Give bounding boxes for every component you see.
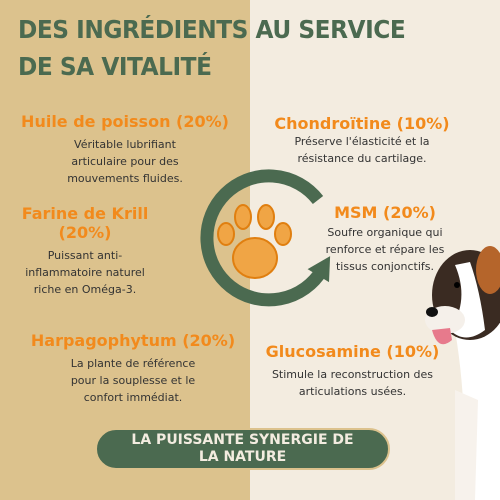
dog-ear xyxy=(476,246,500,294)
dog-tongue xyxy=(432,328,452,345)
dog-eye xyxy=(454,282,460,288)
dog-nose xyxy=(426,307,438,317)
ingredient-description: Stimule la reconstruction des articulati… xyxy=(271,368,434,398)
ingredient-description: La plante de référence pour la souplesse… xyxy=(70,357,196,404)
ingredient-description: Préserve l'élasticité et la résistance d… xyxy=(294,135,430,165)
ingredient: MSM (20%) Soufre organique qui renforce … xyxy=(325,203,445,275)
title-line: DES INGRÉDIENTS AU SERVICE xyxy=(18,15,406,44)
ingredient-description: Puissant anti-inflammatoire naturel rich… xyxy=(25,249,145,296)
ingredient-name: Harpagophytum (20%) xyxy=(30,331,236,350)
title-line: DE SA VITALITÉ xyxy=(18,52,212,81)
ingredient: Farine de Krill (20%) Puissant anti-infl… xyxy=(10,204,160,298)
ingredient: Glucosamine (10%) Stimule la reconstruct… xyxy=(255,342,450,400)
ingredient: Huile de poisson (20%) Véritable lubrifi… xyxy=(10,112,240,187)
dog-leg xyxy=(455,390,478,500)
ingredient: Chondroïtine (10%) Préserve l'élasticité… xyxy=(272,114,452,167)
ingredient-description: Soufre organique qui renforce et répare … xyxy=(325,226,445,273)
ingredient-name: MSM (20%) xyxy=(334,203,436,222)
dog xyxy=(425,246,500,500)
ingredient-name: Glucosamine (10%) xyxy=(265,342,440,361)
banner: LA PUISSANTE SYNERGIE DE LA NATURE xyxy=(95,428,390,470)
ingredient-name: Farine de Krill (20%) xyxy=(21,204,149,242)
ingredient-description: Véritable lubrifiant articulaire pour de… xyxy=(67,138,183,185)
cycle-icon xyxy=(200,169,331,307)
arrow-head xyxy=(307,256,331,283)
cycle-arrow xyxy=(200,169,328,307)
paw-toe xyxy=(274,222,292,246)
paw-toe xyxy=(257,204,275,230)
ingredient-name: Huile de poisson (20%) xyxy=(21,112,229,131)
paw-pad xyxy=(232,237,278,279)
paw-toe xyxy=(234,204,252,230)
ingredient: Harpagophytum (20%) La plante de référen… xyxy=(18,331,248,406)
paw-toe xyxy=(217,222,235,246)
ingredient-name: Chondroïtine (10%) xyxy=(274,114,450,133)
